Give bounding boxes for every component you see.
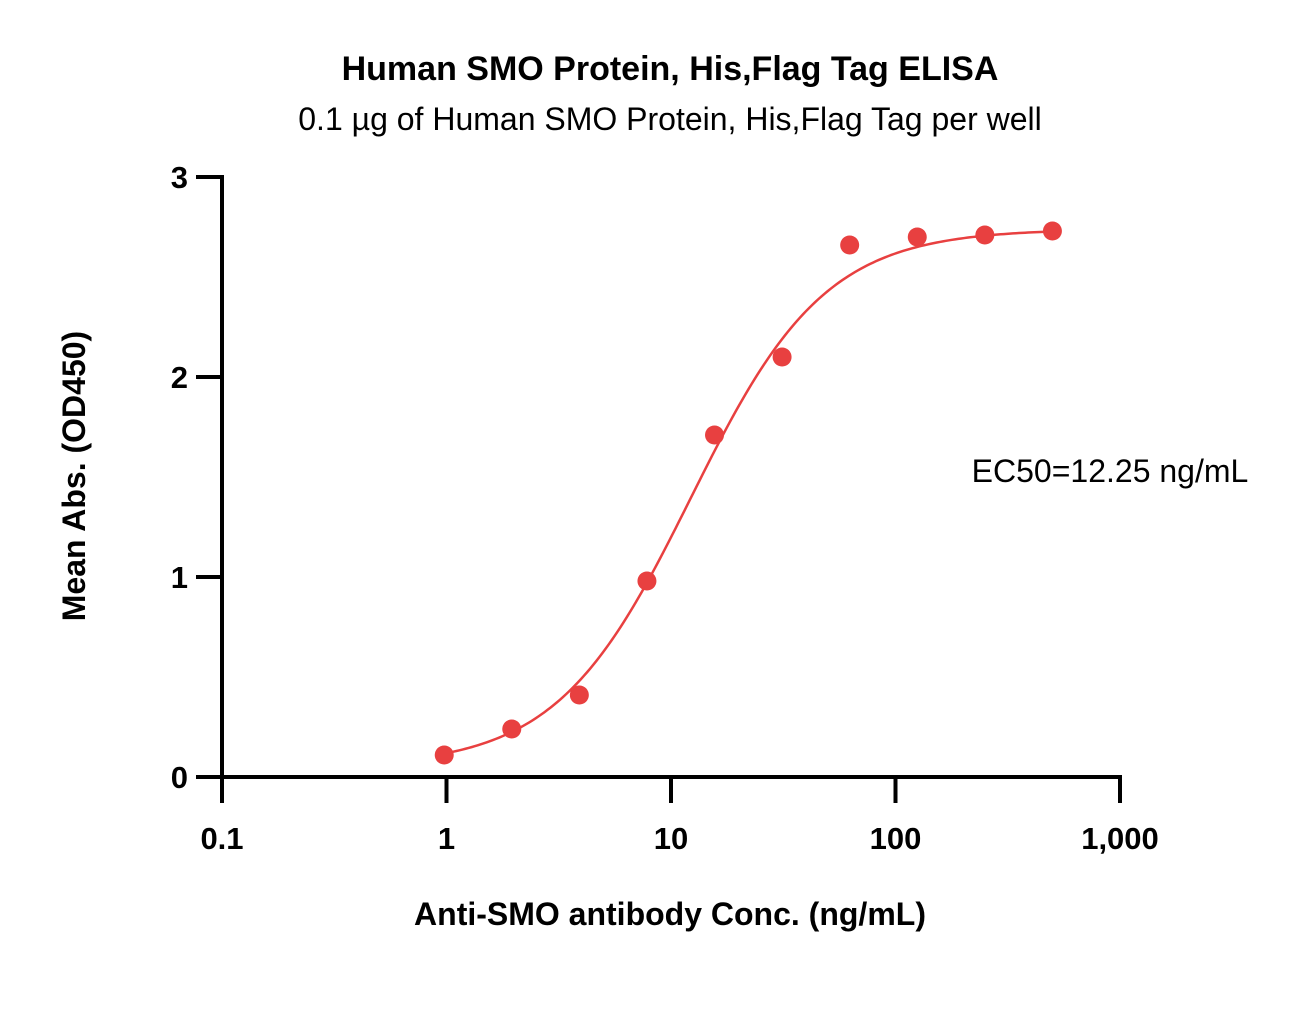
y-tick-label: 1 xyxy=(171,560,188,595)
x-axis-label: Anti-SMO antibody Conc. (ng/mL) xyxy=(414,896,926,932)
x-tick-label: 10 xyxy=(654,821,688,856)
data-point xyxy=(705,425,725,445)
data-point xyxy=(1042,221,1062,241)
y-tick-label: 0 xyxy=(171,760,188,795)
chart-subtitle: 0.1 µg of Human SMO Protein, His,Flag Ta… xyxy=(298,101,1042,137)
fit-curve xyxy=(443,230,1053,755)
data-point xyxy=(434,745,454,765)
fit-curve-group xyxy=(443,230,1053,755)
y-tick-label: 3 xyxy=(171,160,188,195)
data-point xyxy=(772,347,792,367)
y-axis-label: Mean Abs. (OD450) xyxy=(56,331,92,621)
chart-title: Human SMO Protein, His,Flag Tag ELISA xyxy=(342,50,999,88)
data-points xyxy=(434,221,1062,765)
x-tick-label: 100 xyxy=(870,821,922,856)
data-point xyxy=(975,225,995,245)
data-point xyxy=(907,227,927,247)
x-tick-label: 1 xyxy=(438,821,455,856)
ticks: 0 1 2 3 0.1 1 10 100 1,000 xyxy=(171,160,1159,856)
data-point xyxy=(637,571,657,591)
x-tick-label: 1,000 xyxy=(1081,821,1159,856)
data-point xyxy=(840,235,860,255)
y-tick-label: 2 xyxy=(171,360,188,395)
data-point xyxy=(569,685,589,705)
ec50-annotation: EC50=12.25 ng/mL xyxy=(972,453,1249,489)
data-point xyxy=(502,719,522,739)
x-tick-label: 0.1 xyxy=(200,821,243,856)
